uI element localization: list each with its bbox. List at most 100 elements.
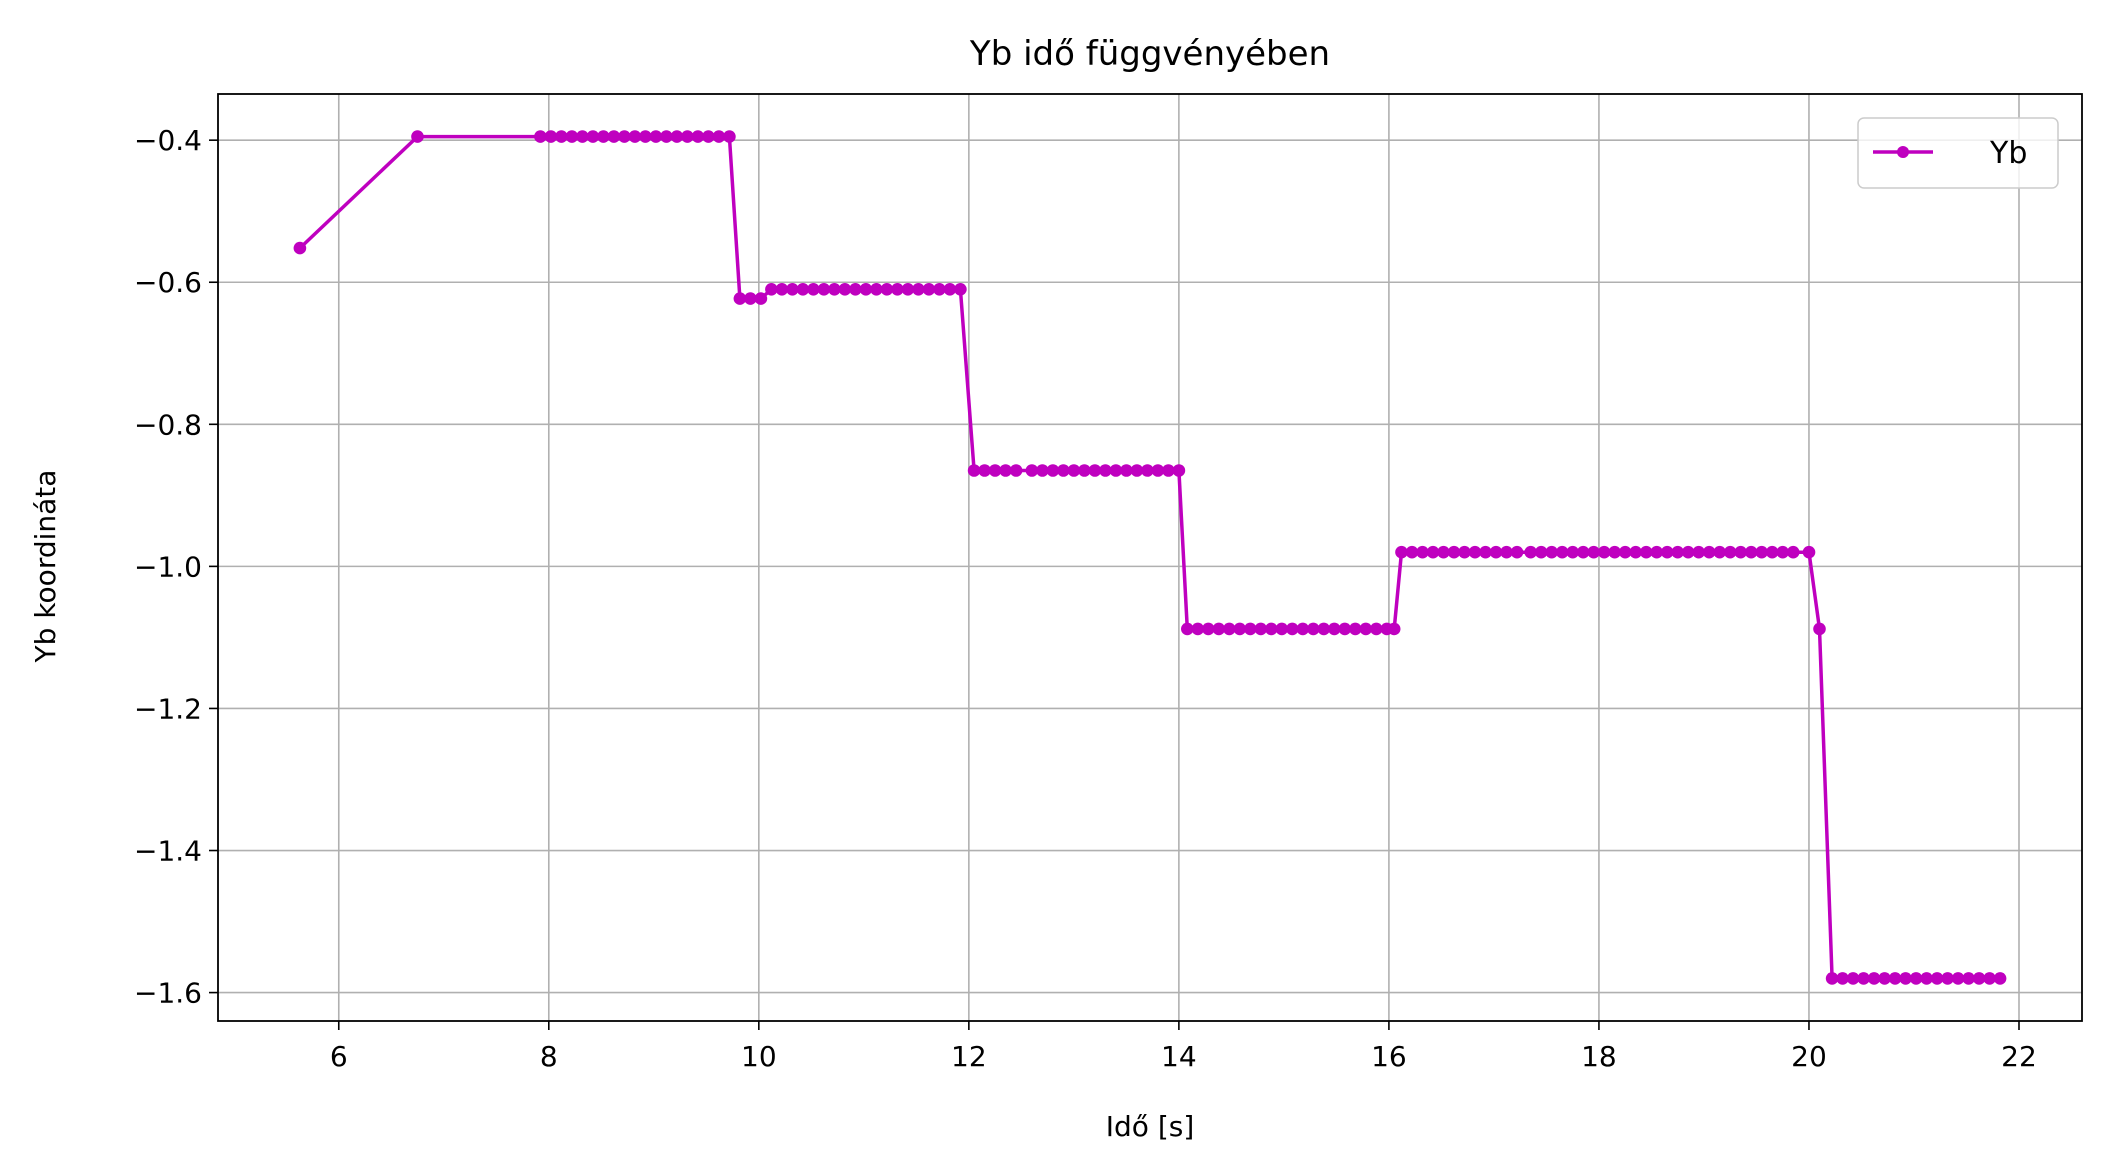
data-point xyxy=(1057,464,1070,477)
data-point xyxy=(1426,545,1440,559)
data-point xyxy=(1202,622,1215,636)
x-tick-label: 12 xyxy=(951,1040,987,1073)
data-point xyxy=(1639,545,1653,559)
data-point xyxy=(1067,464,1081,477)
data-point xyxy=(1993,972,2007,985)
data-point xyxy=(765,283,778,296)
data-point xyxy=(1370,622,1383,636)
legend: Yb xyxy=(1857,117,2059,189)
data-point xyxy=(1755,545,1768,559)
data-point xyxy=(670,130,684,143)
data-point xyxy=(607,130,621,143)
data-point xyxy=(1191,622,1205,636)
data-point xyxy=(649,130,663,143)
data-point xyxy=(1576,545,1590,559)
data-point xyxy=(1172,464,1186,477)
x-tick-label: 22 xyxy=(2001,1040,2037,1073)
data-point xyxy=(1046,464,1060,477)
data-point xyxy=(1813,622,1826,636)
x-tick-label: 14 xyxy=(1161,1040,1197,1073)
data-point xyxy=(1500,545,1513,559)
x-tick-label: 16 xyxy=(1371,1040,1407,1073)
data-point xyxy=(1212,622,1226,636)
data-point xyxy=(1534,545,1548,559)
data-point xyxy=(870,283,883,296)
data-point xyxy=(1162,464,1175,477)
data-point xyxy=(1088,464,1102,477)
data-point xyxy=(1909,972,1923,985)
data-point xyxy=(1972,972,1986,985)
data-point xyxy=(1776,545,1789,559)
data-point xyxy=(1941,972,1954,985)
data-point xyxy=(1597,545,1611,559)
data-point xyxy=(828,283,841,296)
series-layer xyxy=(293,130,2007,985)
data-point xyxy=(1867,972,1881,985)
data-point xyxy=(849,283,862,296)
data-point xyxy=(1395,545,1408,559)
data-point xyxy=(1296,622,1310,636)
data-point xyxy=(1109,464,1123,477)
data-point xyxy=(1587,545,1600,559)
data-point xyxy=(1846,972,1860,985)
x-axis-label: Idő [s] xyxy=(1106,1110,1195,1143)
data-point xyxy=(1036,464,1049,477)
data-point xyxy=(1233,622,1247,636)
data-point xyxy=(817,283,831,296)
data-point xyxy=(1930,972,1944,985)
data-point xyxy=(891,283,904,296)
data-point xyxy=(1223,622,1236,636)
data-point xyxy=(1244,622,1257,636)
data-point xyxy=(1983,972,1996,985)
legend-marker xyxy=(1897,146,1909,158)
data-point xyxy=(1349,622,1362,636)
data-point xyxy=(880,283,894,296)
data-point xyxy=(1286,622,1299,636)
data-point xyxy=(1338,622,1352,636)
data-point xyxy=(967,464,981,477)
data-point xyxy=(775,283,789,296)
data-point xyxy=(628,130,642,143)
data-point xyxy=(1510,545,1524,559)
data-point xyxy=(1566,545,1579,559)
data-point xyxy=(1416,545,1429,559)
data-point xyxy=(639,130,652,143)
x-tick-label: 10 xyxy=(741,1040,777,1073)
grid xyxy=(218,94,2082,1021)
data-point xyxy=(1458,545,1471,559)
data-point xyxy=(796,283,810,296)
legend-label: Yb xyxy=(1989,136,2027,171)
data-point xyxy=(1130,464,1144,477)
data-point xyxy=(1951,972,1965,985)
data-point xyxy=(1765,545,1779,559)
data-point xyxy=(1920,972,1933,985)
data-point xyxy=(1141,464,1154,477)
x-tick-label: 20 xyxy=(1791,1040,1827,1073)
data-point xyxy=(565,130,579,143)
data-point xyxy=(660,130,673,143)
y-axis-label: Yb koordináta xyxy=(29,470,62,664)
data-point xyxy=(411,130,424,143)
data-point xyxy=(922,283,936,296)
plot-frame xyxy=(217,93,2083,1022)
data-point xyxy=(597,130,610,143)
y-tick-label: −0.8 xyxy=(134,408,202,441)
data-point xyxy=(933,283,946,296)
x-tick-label: 8 xyxy=(540,1040,558,1073)
data-point xyxy=(1009,464,1023,477)
data-point xyxy=(1437,545,1450,559)
data-point xyxy=(1489,545,1503,559)
data-point xyxy=(702,130,715,143)
data-point xyxy=(786,283,799,296)
data-point xyxy=(1555,545,1569,559)
data-point xyxy=(1899,972,1912,985)
data-point xyxy=(1734,545,1747,559)
data-point xyxy=(1692,545,1705,559)
data-point xyxy=(534,130,547,143)
data-point xyxy=(544,130,558,143)
data-point xyxy=(723,130,736,143)
data-point xyxy=(912,283,925,296)
data-point xyxy=(1479,545,1492,559)
